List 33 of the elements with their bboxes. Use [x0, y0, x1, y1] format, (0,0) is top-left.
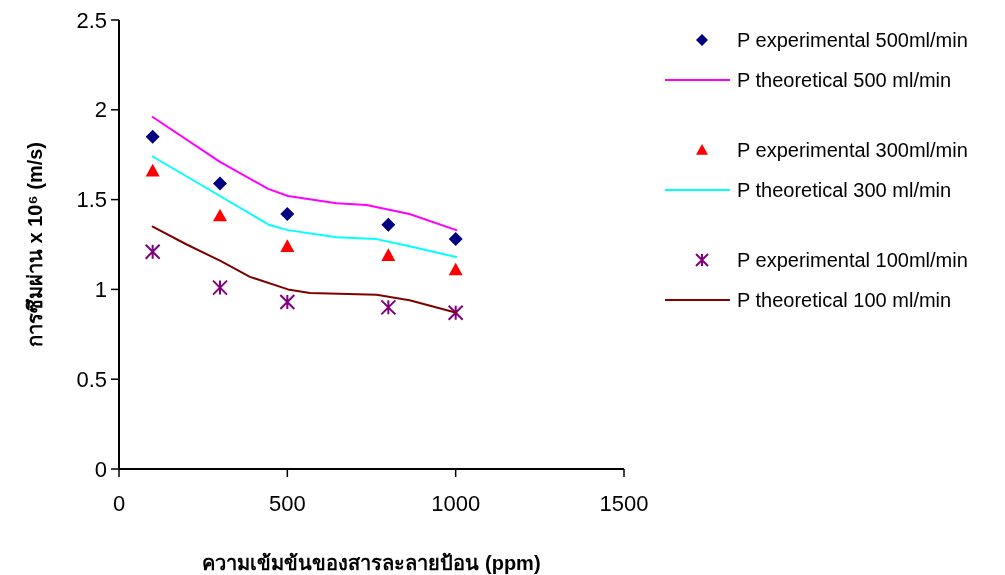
y-tick-label: 2.5	[76, 7, 107, 33]
legend-label: P theoretical 300 ml/min	[737, 179, 952, 201]
legend-label: P experimental 100ml/min	[737, 249, 968, 271]
legend-label: P experimental 500ml/min	[737, 29, 968, 51]
point	[145, 129, 160, 144]
point	[380, 299, 397, 316]
y-tick-label: 1.5	[76, 187, 107, 213]
point	[279, 293, 296, 310]
point	[448, 232, 463, 247]
y-tick-label: 2	[94, 97, 107, 123]
y-axis-title: การซึมผ่าน x 10⁶ (m/s)	[24, 141, 46, 348]
point	[381, 248, 396, 261]
x-tick-label: 1500	[599, 491, 649, 516]
point	[212, 279, 228, 296]
y-tick-label: 0.5	[76, 366, 107, 392]
point	[213, 208, 227, 222]
point	[145, 163, 160, 177]
point	[280, 206, 295, 221]
point	[280, 239, 295, 252]
x-tick-label: 1000	[431, 491, 481, 516]
point	[381, 217, 396, 232]
legend-label: P theoretical 100 ml/min	[737, 289, 952, 311]
point	[213, 176, 227, 191]
point	[144, 243, 161, 260]
y-tick-label: 1	[94, 276, 107, 302]
y-tick-label: 0	[94, 456, 107, 482]
point	[447, 304, 464, 321]
x-tick-label: 500	[268, 491, 306, 516]
x-tick-label: 0	[112, 491, 126, 516]
point	[448, 262, 463, 276]
legend-label: P theoretical 500 ml/min	[737, 69, 952, 91]
x-axis-title: ความเข้มข้นของสารละลายป้อน (ppm)	[202, 552, 541, 574]
legend-label: P experimental 300ml/min	[737, 139, 968, 161]
